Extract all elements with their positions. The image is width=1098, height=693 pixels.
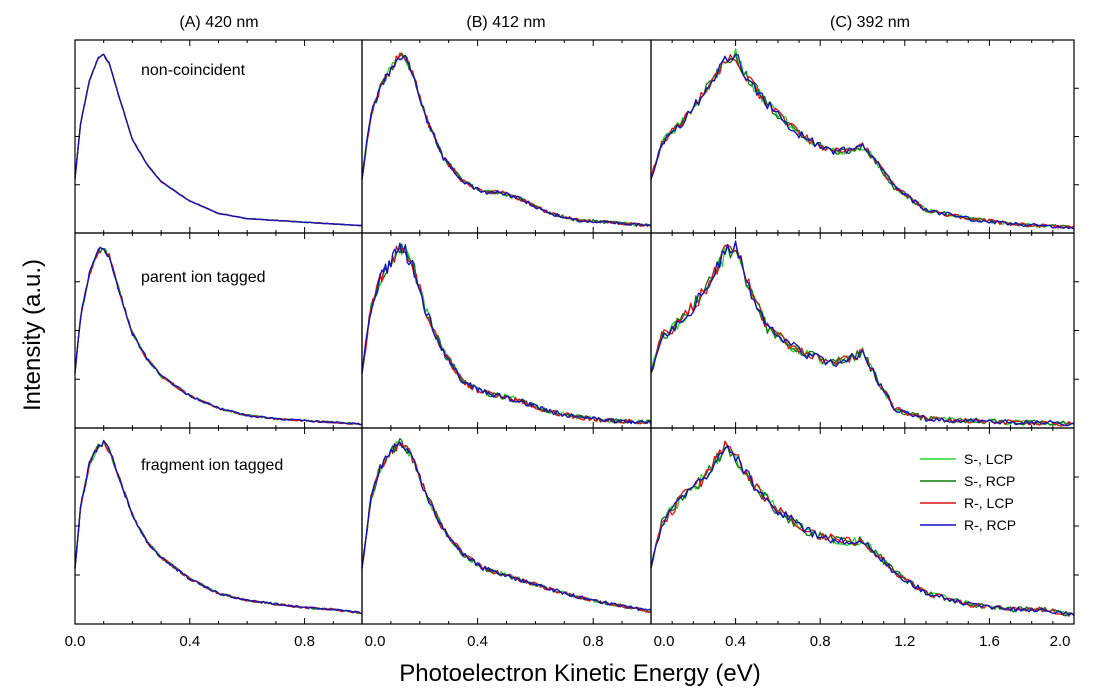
column-title-a: (A) 420 nm [179,14,258,31]
panel-r2-c1 [361,427,652,625]
y-axis-title: Intensity (a.u.) [19,259,46,411]
panel-r1-c1 [361,232,652,429]
legend-entry: S-, RCP [920,473,1015,489]
legend-label: R-, RCP [964,517,1016,533]
x-tick-label: 0.0 [65,633,86,650]
series-r-lcp-r0-c1 [361,52,652,228]
series-r-lcp-r0-c0 [74,53,363,227]
series-r-rcp-r0-c0 [74,53,363,227]
series-s-rcp-r0-c0 [74,53,363,227]
series-s-lcp-r0-c0 [74,53,363,227]
legend-label: S-, LCP [964,451,1013,467]
x-tick-label: 0.4 [467,633,488,650]
panel-r2-c2 [650,427,1079,625]
panel-r0-c1 [361,39,652,234]
panel-frame [650,232,1075,429]
series-r-rcp-r0-c1 [361,54,652,227]
row-label-fragment-ion-tagged: fragment ion tagged [141,457,283,474]
row-label-parent-ion-tagged: parent ion tagged [141,269,266,286]
legend-label: S-, RCP [964,473,1015,489]
series-s-lcp-r2-c1 [361,440,652,613]
panel-frame [74,232,363,429]
series-s-lcp-r0-c1 [361,54,652,228]
series-r-rcp-r0-c2 [650,53,1075,230]
legend-entry: R-, LCP [920,495,1014,511]
x-tick-label: 1.6 [979,633,1000,650]
x-tick-label: 0.0 [654,633,675,650]
x-tick-label: 0.0 [365,633,386,650]
series-r-rcp-r1-c0 [74,246,363,426]
series-r-rcp-r2-c0 [74,439,362,614]
legend-entry: R-, RCP [920,517,1016,533]
panel-frame [650,39,1075,234]
panel-frame [361,232,652,429]
panel-frame [361,427,652,625]
x-tick-labels: 0.0 0.4 0.8 0.0 0.4 0.8 0.0 0.4 0.8 1.2 1.6 2.0 [65,633,1071,650]
panel-frame [361,39,652,234]
column-title-c: (C) 392 nm [830,14,910,31]
series-r-rcp-r2-c2 [650,444,1075,616]
panel-r1-c2 [650,232,1079,429]
panel-r1-c0 [74,232,363,429]
panels [74,39,1079,625]
series-r-rcp-r1-c1 [361,242,652,425]
series-r-rcp-r1-c2 [650,240,1075,427]
x-tick-label: 0.4 [179,633,200,650]
column-title-b: (B) 412 nm [466,14,545,31]
legend-label: R-, LCP [964,495,1014,511]
x-tick-label: 1.2 [894,633,915,650]
row-label-non-coincident: non-coincident [141,62,246,79]
series-s-rcp-r2-c1 [361,437,652,614]
legend-entry: S-, LCP [920,451,1013,467]
series-r-rcp-r2-c1 [361,441,652,612]
x-axis-title: Photoelectron Kinetic Energy (eV) [399,660,761,687]
x-tick-label: 2.0 [1050,633,1071,650]
series-s-rcp-r0-c1 [361,52,652,227]
panel-r0-c2 [650,39,1079,234]
panel-r2-c0 [74,427,363,625]
series-r-lcp-r2-c1 [361,442,652,614]
x-tick-label: 0.8 [294,633,315,650]
column-titles: (A) 420 nm (B) 412 nm (C) 392 nm [179,14,910,31]
x-tick-label: 0.4 [725,633,746,650]
x-tick-label: 0.8 [583,633,604,650]
legend: S-, LCP S-, RCP R-, LCP R-, RCP [920,451,1016,533]
x-tick-label: 0.8 [810,633,831,650]
